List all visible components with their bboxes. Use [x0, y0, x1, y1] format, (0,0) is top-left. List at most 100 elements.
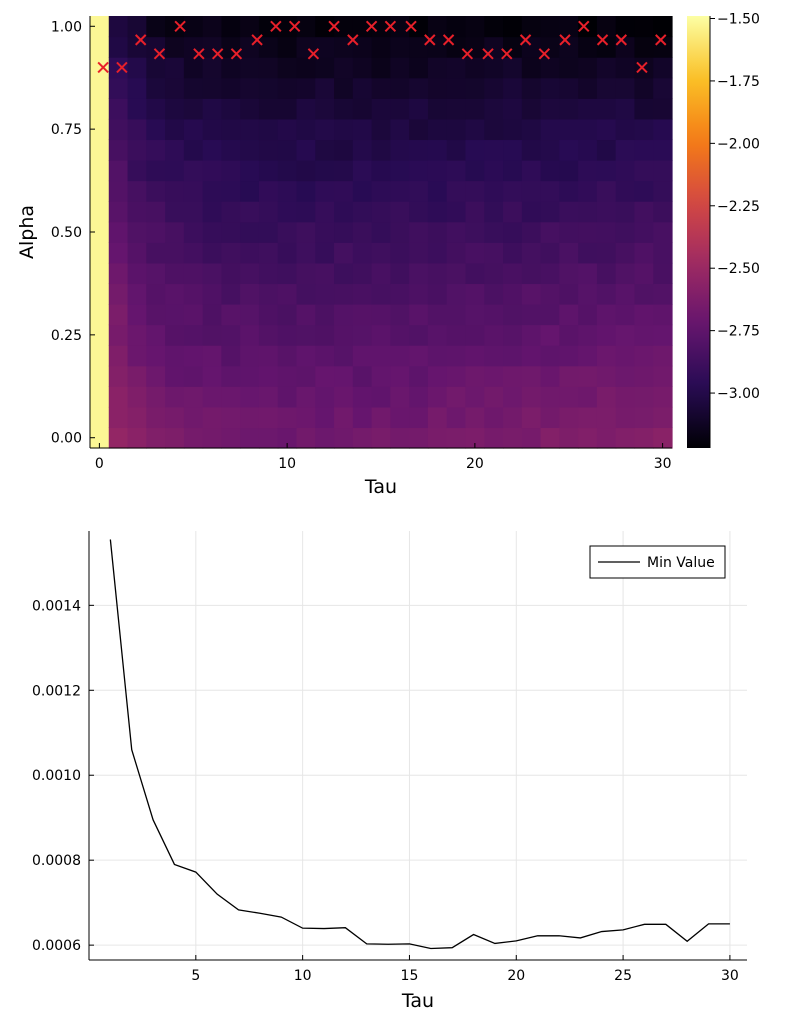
heatmap-cell: [559, 201, 579, 223]
heatmap-cell: [277, 262, 298, 285]
heatmap-cell: [503, 221, 523, 243]
line-axes: 5 10 15 20 25 30 0.0006 0.0008 0.0010 0.0012 0.001…: [32, 531, 747, 984]
heatmap-cell: [521, 180, 542, 202]
heatmap-cell: [315, 345, 335, 367]
heatmap-cell: [183, 160, 204, 182]
heatmap-cell: [390, 16, 410, 38]
minima-marker-stroke: [307, 48, 320, 60]
heatmap-cell: [596, 98, 617, 120]
heatmap-cell: [409, 345, 429, 367]
heatmap-cell: [146, 365, 166, 387]
heatmap-cell: [409, 118, 429, 141]
heatmap-cell: [334, 365, 354, 387]
minima-marker: [615, 34, 628, 46]
heatmap-cell: [578, 139, 598, 161]
heatmap-cell: [446, 98, 467, 120]
heatmap-cell: [390, 98, 410, 120]
heatmap-cell: [596, 283, 617, 305]
heatmap-cell: [578, 365, 598, 387]
heatmap-cell: [258, 16, 279, 38]
heatmap-cell: [596, 262, 617, 285]
heatmap-cell: [183, 262, 204, 285]
heatmap-cell: [578, 283, 598, 305]
heatmap-cell: [615, 98, 636, 120]
heatmap-cell: [146, 201, 166, 223]
heatmap-cell: [258, 221, 279, 243]
heatmap-cell: [503, 201, 523, 223]
heatmap-cell: [521, 386, 542, 408]
heatmap-cell: [258, 160, 279, 182]
heatmap-cell: [277, 324, 298, 346]
heatmap-cell: [183, 221, 204, 243]
minima-marker-stroke: [636, 61, 648, 74]
heatmap-cell: [578, 160, 598, 182]
heatmap-cell: [446, 180, 467, 202]
heatmap-cell: [240, 57, 260, 79]
heatmap-cell: [615, 283, 636, 305]
heatmap-cell: [258, 57, 279, 79]
minima-marker-stroke: [655, 34, 667, 46]
heatmap-cell: [409, 427, 429, 449]
heatmap-cell: [596, 16, 617, 38]
heatmap-cell: [202, 427, 223, 449]
heatmap-cell: [108, 180, 129, 202]
heatmap-cell: [596, 427, 617, 449]
heatmap-cell: [221, 160, 241, 182]
heatmap-cell: [334, 139, 354, 161]
heatmap-cell: [146, 221, 166, 243]
heatmap-cell: [183, 201, 204, 223]
heatmap-cell: [296, 242, 316, 264]
heatmap-x-tick-label: 30: [654, 456, 672, 472]
heatmap-cell: [221, 57, 241, 79]
heatmap-cell: [503, 427, 523, 449]
heatmap-cell: [615, 304, 636, 326]
heatmap-cell: [484, 427, 504, 449]
heatmap-cell: [240, 324, 260, 346]
heatmap-cell: [90, 242, 110, 264]
heatmap-cell: [165, 57, 185, 79]
colorbar-tick-label: −2.75: [717, 324, 760, 340]
heatmap-cell: [108, 242, 129, 264]
heatmap-cell: [334, 324, 354, 346]
minima-marker: [211, 48, 224, 60]
heatmap-cell: [202, 262, 223, 285]
heatmap-cell: [296, 262, 316, 285]
heatmap-cell: [390, 36, 410, 58]
heatmap-cell: [409, 324, 429, 346]
heatmap-cell: [540, 16, 560, 38]
heatmap-cell: [540, 283, 560, 305]
heatmap-cell: [427, 118, 448, 141]
heatmap-cell: [596, 36, 617, 58]
heatmap-cell: [653, 386, 673, 408]
heatmap-cell: [165, 283, 185, 305]
legend-box: [589, 545, 726, 579]
heatmap-cell: [503, 283, 523, 305]
heatmap-cell: [484, 242, 504, 264]
minima-marker-stroke: [442, 34, 455, 46]
heatmap-cell: [277, 16, 298, 38]
heatmap-cell: [653, 427, 673, 449]
heatmap-cell: [240, 98, 260, 120]
heatmap-cell: [221, 139, 241, 161]
heatmap-cell: [634, 180, 654, 202]
heatmap-cell: [258, 283, 279, 305]
heatmap-cell: [371, 324, 391, 346]
heatmap-cell: [427, 406, 448, 429]
heatmap-cell: [183, 283, 204, 305]
heatmap-cell: [202, 98, 223, 120]
heatmap-cell: [559, 386, 579, 408]
heatmap-cell: [146, 262, 166, 285]
heatmap-cell: [183, 98, 204, 120]
heatmap-cell: [653, 180, 673, 202]
minima-marker: [559, 34, 571, 46]
heatmap-cell: [315, 118, 335, 141]
heatmap-cell: [371, 262, 391, 285]
heatmap-cell: [165, 201, 185, 223]
heatmap-cell: [146, 118, 166, 141]
heatmap-cell: [296, 345, 316, 367]
heatmap-cell: [352, 283, 373, 305]
colorbar-tick-label: −3.00: [717, 386, 760, 402]
heatmap-cell: [202, 283, 223, 305]
heatmap-cell: [634, 16, 654, 38]
heatmap-cell: [334, 304, 354, 326]
